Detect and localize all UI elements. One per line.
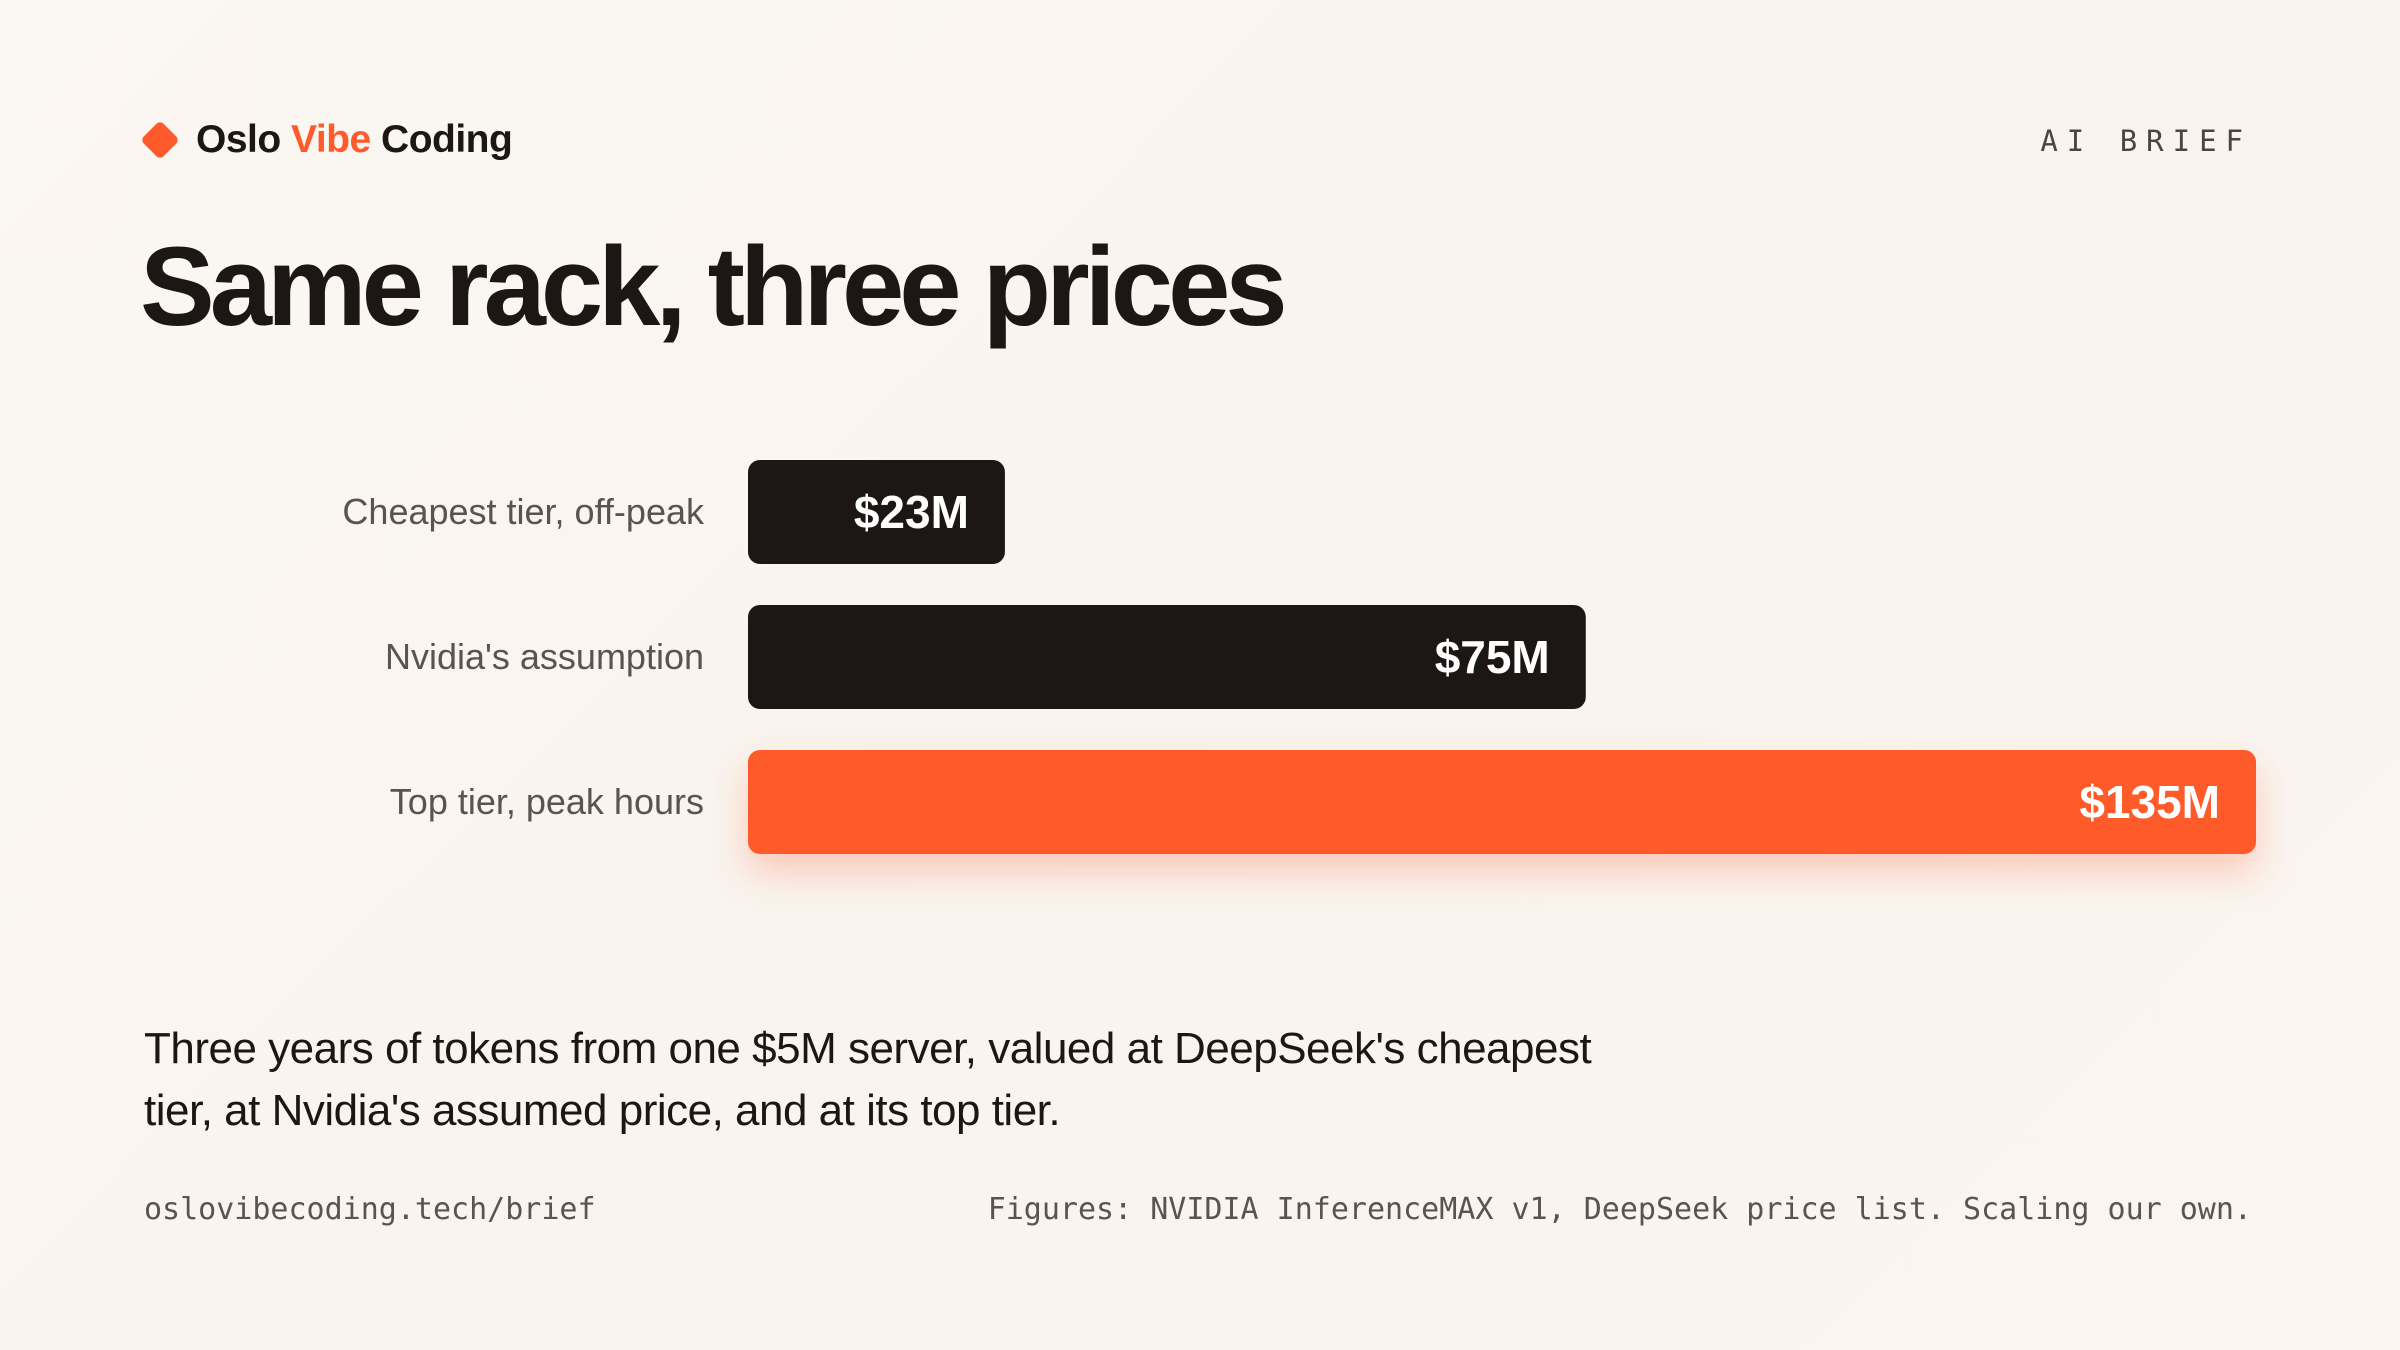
brand: Oslo Vibe Coding (140, 118, 513, 162)
bar-highlight (748, 750, 2256, 854)
bar-category-label: Cheapest tier, off-peak (342, 491, 705, 532)
brand-name-part1: Oslo (196, 118, 292, 161)
bar (748, 605, 1586, 709)
brand-name: Oslo Vibe Coding (196, 118, 513, 162)
diamond-icon (140, 120, 180, 160)
bar-value-label: $135M (2079, 776, 2220, 828)
bar-value-label: $23M (854, 486, 969, 538)
brand-name-part2: Coding (370, 118, 513, 161)
bar (748, 460, 1005, 564)
footer-url[interactable]: oslovibecoding.tech/brief (144, 1192, 596, 1227)
bar-value-label: $75M (1435, 631, 1550, 683)
chart-description: Three years of tokens from one $5M serve… (144, 1024, 1592, 1135)
section-tag: AI BRIEF (2040, 124, 2252, 158)
chart-title: Same rack, three prices (140, 224, 1288, 349)
footer-source: Figures: NVIDIA InferenceMAX v1, DeepSee… (987, 1192, 2252, 1227)
bar-category-label: Top tier, peak hours (390, 781, 704, 822)
bar-category-label: Nvidia's assumption (385, 636, 704, 677)
brand-name-accent: Vibe (291, 118, 371, 161)
